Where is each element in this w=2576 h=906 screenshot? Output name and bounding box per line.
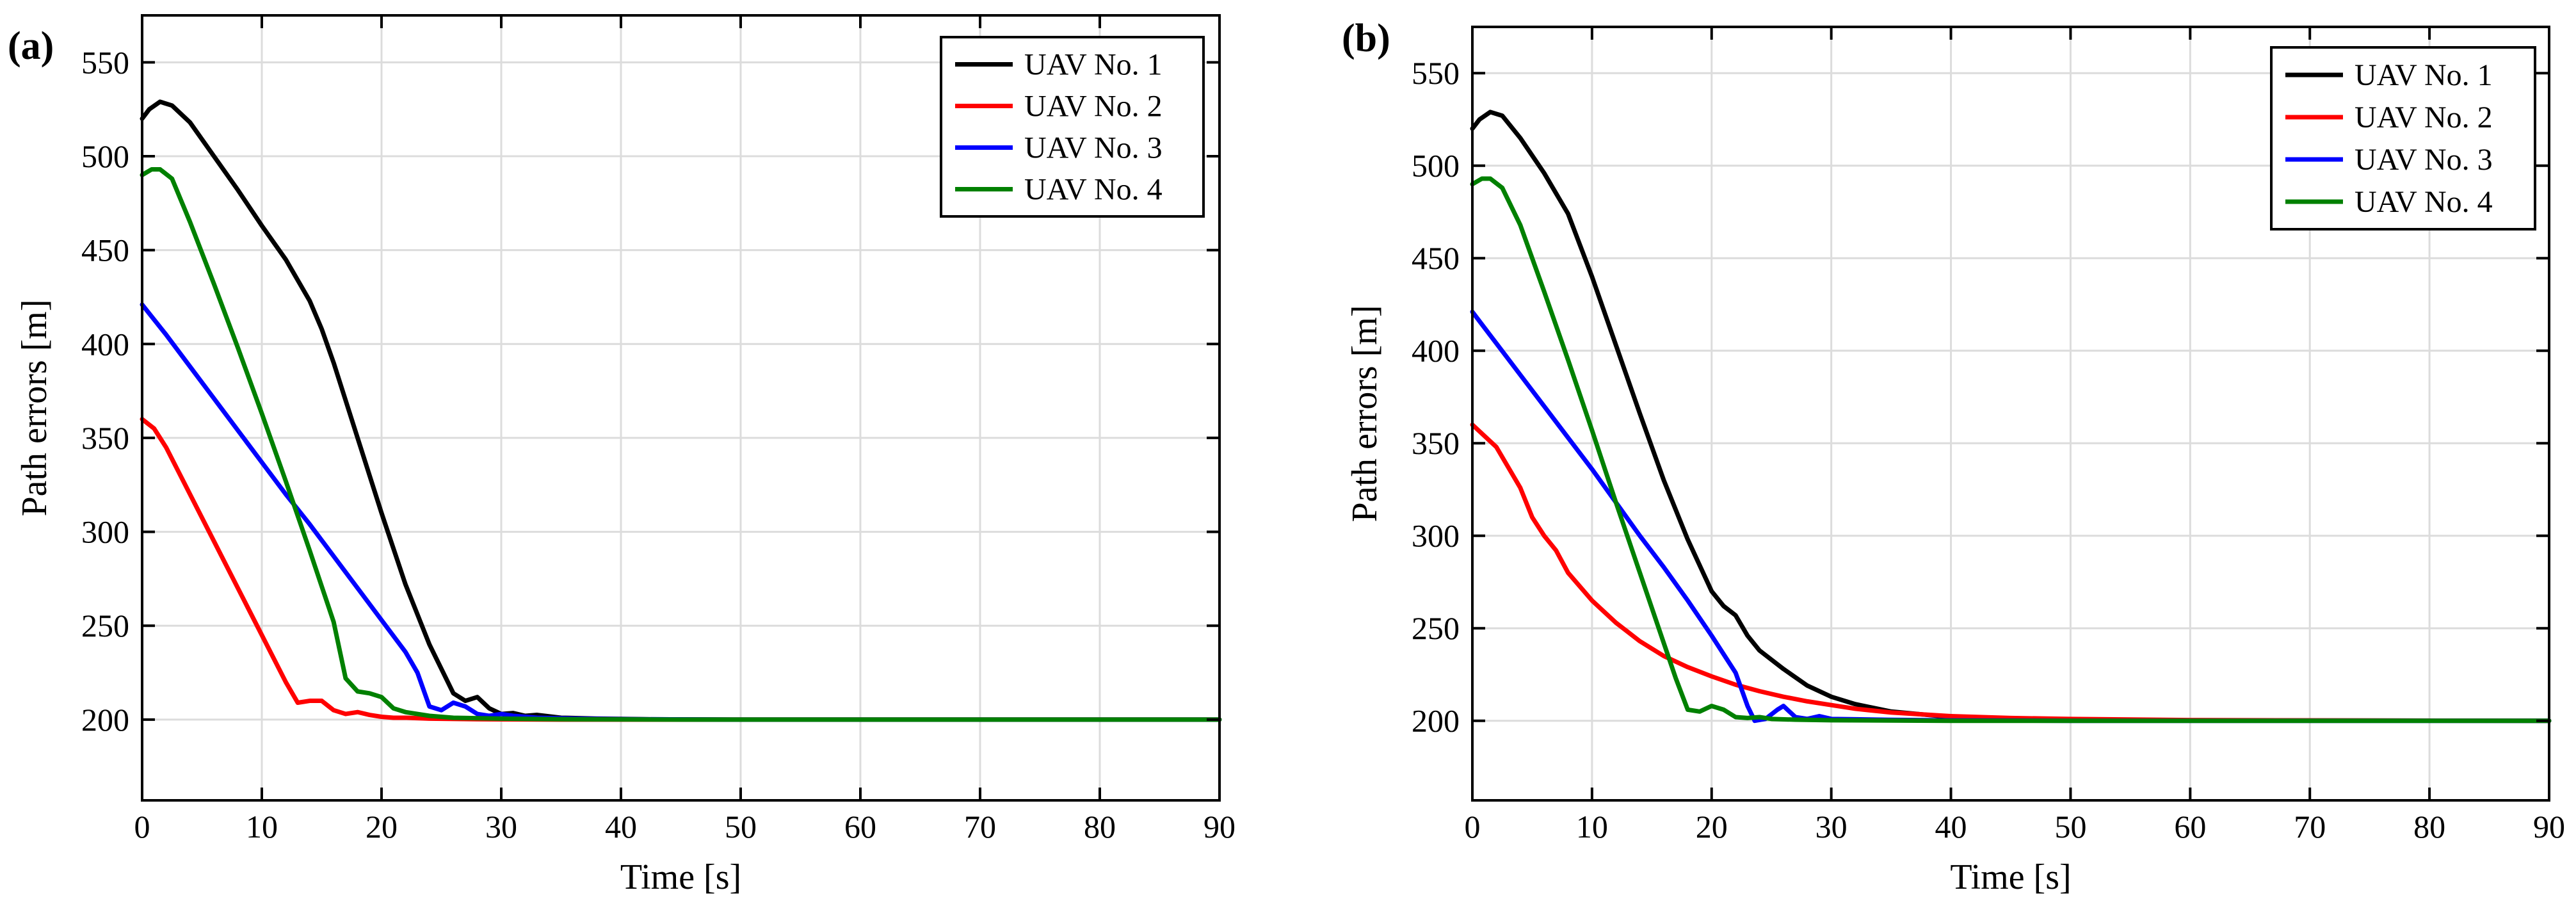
x-tick-label: 70 xyxy=(964,809,996,845)
panel-label: (a) xyxy=(8,24,54,68)
series-line-uav-4 xyxy=(1470,176,2552,724)
x-tick-label: 10 xyxy=(1576,809,1608,845)
x-axis-title: Time [s] xyxy=(1950,857,2071,897)
x-tick-label: 50 xyxy=(2054,809,2086,845)
x-tick-label: 90 xyxy=(1203,809,1236,845)
x-tick-label: 30 xyxy=(485,809,517,845)
y-tick-label: 500 xyxy=(1412,148,1460,184)
legend-label-uav-2: UAV No. 2 xyxy=(1024,90,1163,124)
y-tick-label: 250 xyxy=(81,608,129,643)
x-axis-title: Time [s] xyxy=(620,857,741,897)
legend-box xyxy=(940,36,1205,218)
y-tick-label: 550 xyxy=(1412,55,1460,91)
y-tick-label: 450 xyxy=(81,232,129,268)
chart-panel-a: 0 10 20 30 40 50 60 70 80 90 200 250 300 350 400 450 500… xyxy=(8,14,1236,897)
y-tick-label: 500 xyxy=(81,138,129,174)
y-axis-title: Path errors [m] xyxy=(15,299,54,516)
y-tick-label: 250 xyxy=(1412,610,1460,646)
legend-label-uav-3: UAV No. 3 xyxy=(2355,143,2493,177)
y-tick-label: 300 xyxy=(1412,518,1460,554)
x-tick-label: 30 xyxy=(1815,809,1847,845)
series-line-uav-2 xyxy=(140,417,1222,722)
legend-label-uav-3: UAV No. 3 xyxy=(1024,131,1163,165)
chart-panel-b: 0 10 20 30 40 50 60 70 80 90 200 250 300 350 400 450 500… xyxy=(1342,17,2565,897)
plot-frame xyxy=(141,14,1221,802)
legend-label-uav-2: UAV No. 2 xyxy=(2355,101,2493,134)
x-tick-label: 80 xyxy=(1084,809,1116,845)
x-tick-label: 40 xyxy=(1935,809,1967,845)
x-tick-label: 20 xyxy=(1696,809,1728,845)
x-tick-label: 0 xyxy=(1465,809,1481,845)
y-tick-label: 300 xyxy=(81,514,129,550)
x-tick-label: 70 xyxy=(2294,809,2326,845)
legend-label-uav-1: UAV No. 1 xyxy=(2355,58,2493,92)
series-line-uav-4 xyxy=(140,167,1222,722)
panel-label: (b) xyxy=(1342,17,1390,60)
plot-frame xyxy=(1471,26,2550,802)
y-tick-label: 550 xyxy=(81,44,129,80)
legend: UAV No. 1 UAV No. 2 UAV No. 3 UAV No. 4 xyxy=(940,36,1205,218)
y-tick-label: 350 xyxy=(1412,425,1460,461)
x-tick-label: 80 xyxy=(2413,809,2445,845)
x-tick-label: 10 xyxy=(246,809,278,845)
legend: UAV No. 1 UAV No. 2 UAV No. 3 UAV No. 4 xyxy=(2270,46,2536,231)
x-tick-label: 20 xyxy=(366,809,398,845)
legend-box xyxy=(2270,46,2536,231)
y-tick-label: 200 xyxy=(81,702,129,738)
x-tick-label: 60 xyxy=(2174,809,2206,845)
y-tick-label: 400 xyxy=(81,326,129,362)
y-axis-title: Path errors [m] xyxy=(1345,305,1385,522)
x-tick-label: 40 xyxy=(605,809,637,845)
y-tick-label: 200 xyxy=(1412,703,1460,739)
x-tick-label: 50 xyxy=(725,809,757,845)
x-tick-label: 60 xyxy=(844,809,876,845)
y-tick-label: 400 xyxy=(1412,333,1460,369)
y-tick-label: 350 xyxy=(81,420,129,456)
legend-label-uav-1: UAV No. 1 xyxy=(1024,48,1163,82)
legend-label-uav-4: UAV No. 4 xyxy=(1024,173,1163,207)
y-tick-label: 450 xyxy=(1412,240,1460,276)
series-line-uav-2 xyxy=(1470,422,2552,724)
legend-label-uav-4: UAV No. 4 xyxy=(2355,185,2493,219)
x-tick-label: 0 xyxy=(134,809,150,845)
x-tick-label: 90 xyxy=(2533,809,2565,845)
